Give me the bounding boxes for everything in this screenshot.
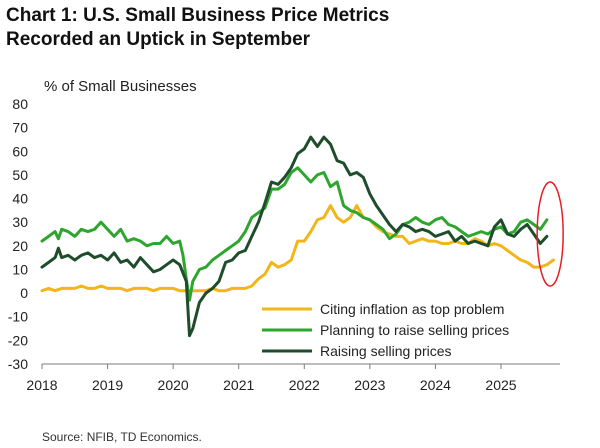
y-tick-label: 0 bbox=[20, 285, 28, 301]
series-line-2 bbox=[40, 166, 549, 302]
source-note: Source: NFIB, TD Economics. bbox=[42, 430, 202, 444]
y-tick-label: 30 bbox=[12, 214, 28, 230]
chart-title-line-2: Recorded an Uptick in September bbox=[6, 29, 311, 50]
x-tick-label: 2018 bbox=[26, 377, 57, 393]
legend-label-2: Planning to raise selling prices bbox=[320, 322, 509, 338]
y-tick-label: 70 bbox=[12, 120, 28, 136]
series-line-1 bbox=[40, 204, 555, 293]
y-axis-label: % of Small Businesses bbox=[44, 78, 197, 95]
x-tick-label: 2025 bbox=[485, 377, 516, 393]
x-tick-label: 2023 bbox=[354, 377, 385, 393]
y-tick-label: 40 bbox=[12, 191, 28, 207]
y-tick-label: 80 bbox=[12, 96, 28, 112]
legend-label-1: Citing inflation as top problem bbox=[320, 301, 504, 317]
y-tick-label: 20 bbox=[12, 238, 28, 254]
y-tick-label: -20 bbox=[8, 332, 28, 348]
x-tick-label: 2019 bbox=[92, 377, 123, 393]
x-tick-label: 2021 bbox=[223, 377, 254, 393]
legend-label-3: Raising selling prices bbox=[320, 343, 452, 359]
highlight-ellipse bbox=[536, 181, 564, 287]
chart-title: Chart 1: U.S. Small Business Price Metri… bbox=[6, 4, 566, 52]
y-tick-label: 50 bbox=[12, 167, 28, 183]
x-tick-label: 2024 bbox=[420, 377, 451, 393]
chart-title-line-1: Chart 1: U.S. Small Business Price Metri… bbox=[6, 5, 390, 26]
y-tick-label: 10 bbox=[12, 261, 28, 277]
series-line-3 bbox=[40, 135, 549, 338]
x-tick-label: 2020 bbox=[158, 377, 189, 393]
y-tick-label: 60 bbox=[12, 143, 28, 159]
x-tick-label: 2022 bbox=[289, 377, 320, 393]
y-tick-label: -30 bbox=[8, 356, 28, 372]
y-tick-label: -10 bbox=[8, 309, 28, 325]
